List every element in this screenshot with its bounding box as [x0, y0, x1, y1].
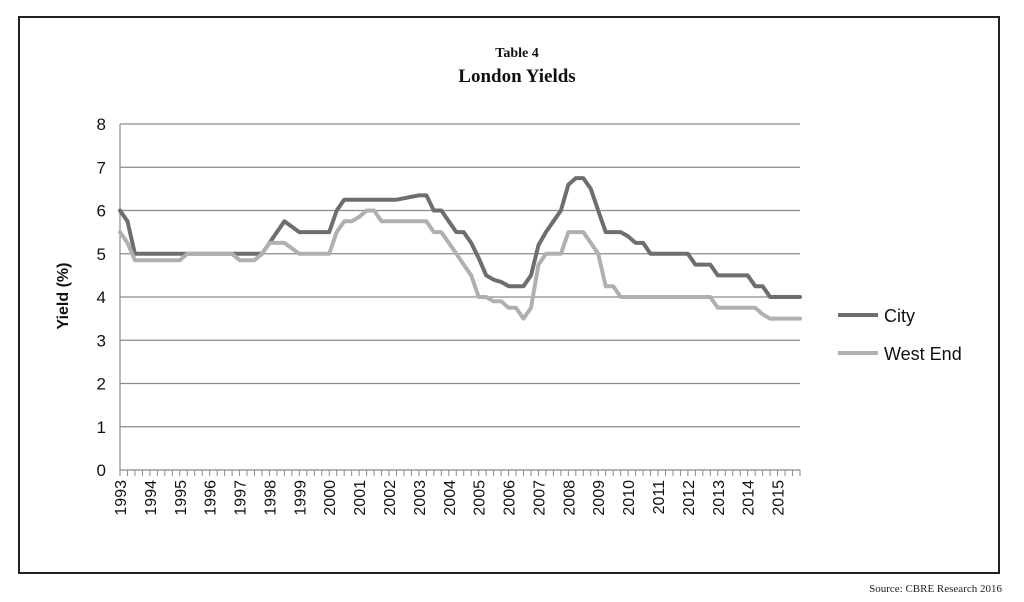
x-tick-label: 1993 [113, 480, 130, 516]
source-note: Source: CBRE Research 2016 [869, 583, 1002, 595]
y-tick-label: 5 [97, 245, 106, 264]
y-tick-label: 0 [97, 461, 106, 480]
x-tick-label: 2008 [561, 480, 578, 516]
x-tick-label: 2002 [382, 480, 399, 516]
x-tick-label: 2015 [771, 480, 788, 516]
x-tick-label: 2014 [741, 480, 758, 516]
legend: City West End [838, 306, 962, 364]
x-tick-label: 2001 [352, 480, 369, 516]
x-tick-label: 2005 [472, 480, 489, 516]
x-tick-label: 2006 [502, 480, 519, 516]
y-tick-label: 7 [97, 158, 106, 177]
table-label: Table 4 [495, 46, 538, 61]
series-line-city [118, 176, 802, 299]
x-tick-label: 2010 [621, 480, 638, 516]
x-tick-label: 1998 [262, 480, 279, 516]
x-tick-label: 2003 [412, 480, 429, 516]
x-tick-label: 2013 [711, 480, 728, 516]
y-tick-label: 6 [97, 202, 106, 221]
x-tick-label: 2007 [531, 480, 548, 516]
x-tick-label: 2004 [442, 480, 459, 516]
x-tick-label: 1996 [203, 480, 220, 516]
x-tick-label: 1995 [173, 480, 190, 516]
series-line-west-end [118, 208, 802, 321]
series-lines [118, 176, 802, 321]
x-tick-label: 1999 [292, 480, 309, 516]
y-tick-label: 3 [97, 331, 106, 350]
legend-label: West End [884, 344, 962, 364]
axes: 0 1 2 3 4 5 6 7 8 1993 1994 1995 1996 1997 1998 1999 200… [97, 115, 801, 516]
y-tick-label: 8 [97, 115, 106, 134]
x-tick-label: 2012 [681, 480, 698, 516]
x-tick-label: 2009 [591, 480, 608, 516]
x-tick-label: 2011 [651, 480, 668, 515]
y-tick-label: 4 [97, 288, 106, 307]
y-tick-label: 1 [97, 418, 106, 437]
y-axis-label: Yield (%) [55, 263, 72, 330]
y-tick-label: 2 [97, 375, 106, 394]
x-tick-label: 1994 [143, 480, 160, 516]
x-tick-label: 2000 [322, 480, 339, 516]
chart-title: London Yields [458, 66, 575, 87]
x-tick-label: 1997 [233, 480, 250, 516]
chart-frame [18, 16, 1000, 574]
legend-label: City [884, 306, 915, 326]
grid-lines [120, 123, 800, 428]
